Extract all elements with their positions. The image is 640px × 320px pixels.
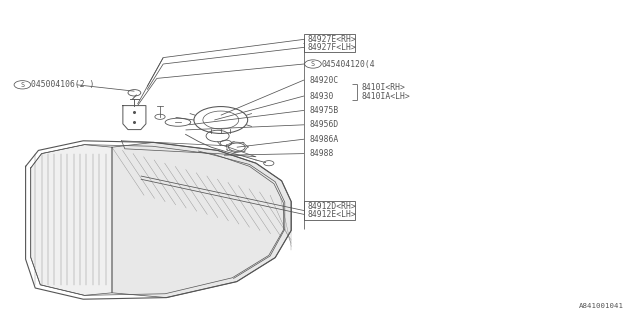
Text: A841001041: A841001041 (579, 303, 624, 309)
Text: 84956D: 84956D (309, 120, 339, 129)
Text: 84912D<RH>: 84912D<RH> (307, 202, 356, 211)
Text: 84930: 84930 (309, 92, 333, 100)
Text: S: S (311, 61, 315, 67)
Text: 045404120(4: 045404120(4 (322, 60, 376, 68)
Bar (304, 34, 355, 52)
Bar (304, 201, 355, 220)
Polygon shape (31, 145, 112, 295)
Text: 8410I<RH>: 8410I<RH> (362, 83, 406, 92)
Text: S: S (20, 82, 24, 88)
Text: 84975B: 84975B (309, 106, 339, 115)
Text: 84927F<LH>: 84927F<LH> (307, 43, 356, 52)
Text: 045004106(2 ): 045004106(2 ) (31, 80, 94, 89)
Text: 84986A: 84986A (309, 135, 339, 144)
Text: 84988: 84988 (309, 149, 333, 158)
Text: 84927E<RH>: 84927E<RH> (307, 35, 356, 44)
Text: 84912E<LH>: 84912E<LH> (307, 210, 356, 219)
Text: 8410IA<LH>: 8410IA<LH> (362, 92, 410, 100)
Text: 84920C: 84920C (309, 76, 339, 84)
Polygon shape (112, 142, 291, 298)
